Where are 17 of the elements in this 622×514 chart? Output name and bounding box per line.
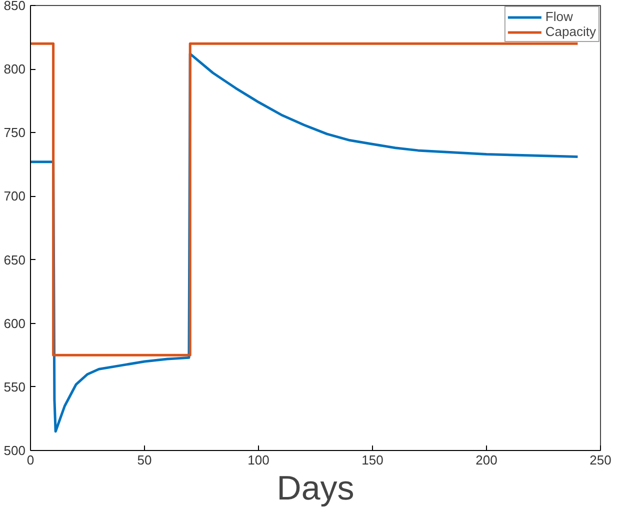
y-tick-label: 700 bbox=[4, 188, 26, 204]
x-tick-label: 250 bbox=[590, 452, 612, 468]
y-tick-label: 750 bbox=[4, 125, 26, 140]
x-tick-label: 50 bbox=[137, 452, 152, 468]
y-tick-label: 850 bbox=[4, 0, 26, 13]
y-tick-label: 600 bbox=[4, 316, 26, 331]
x-tick-label: 200 bbox=[476, 452, 498, 468]
x-tick-label: 0 bbox=[26, 452, 34, 468]
y-tick-label: 500 bbox=[4, 443, 26, 458]
legend-label: Capacity bbox=[545, 24, 596, 39]
legend-label: Flow bbox=[545, 9, 573, 24]
y-tick-label: 800 bbox=[4, 62, 26, 77]
x-axis-title: Days bbox=[276, 470, 354, 508]
x-tick-label: 150 bbox=[362, 452, 384, 468]
y-tick-label: 650 bbox=[4, 252, 26, 268]
x-tick-label: 100 bbox=[248, 452, 270, 468]
y-tick-label: 550 bbox=[4, 379, 26, 394]
